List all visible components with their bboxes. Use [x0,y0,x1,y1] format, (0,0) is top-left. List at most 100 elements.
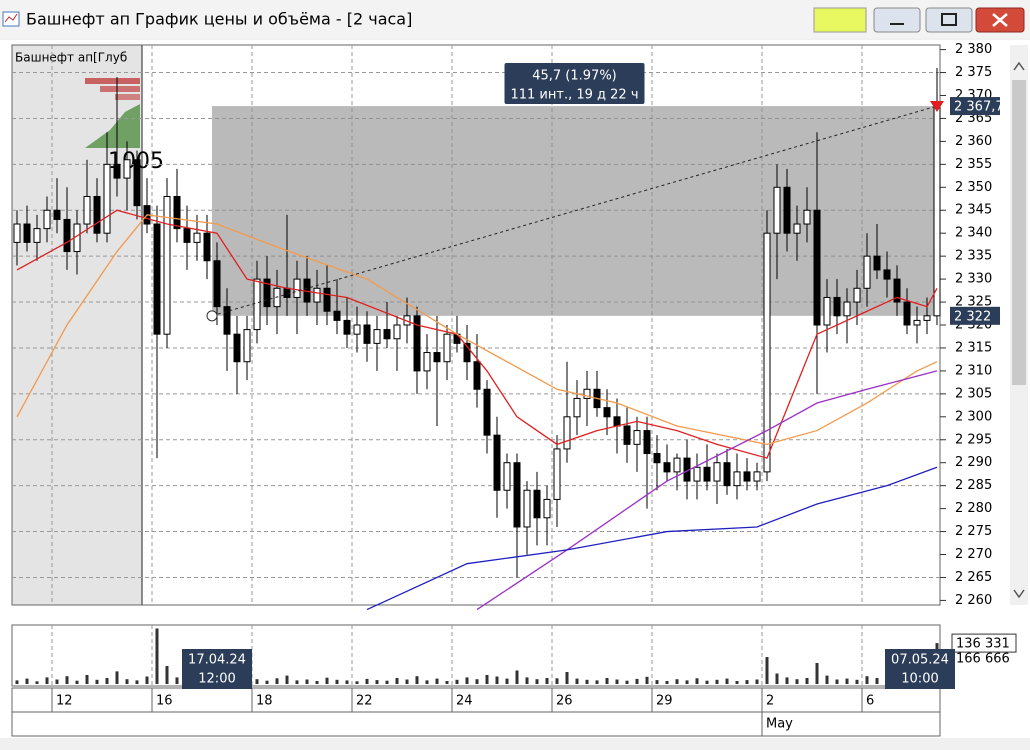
volume-bar [295,680,299,684]
volume-bar [555,678,559,684]
volume-bar [765,657,769,684]
price-tag-label: 2 322 [954,309,991,324]
candle-body [313,287,321,303]
volume-bar [35,681,39,684]
volume-bar [125,679,129,684]
y-tick-label: 2 335 [955,249,992,264]
volume-bar [755,679,759,684]
depth-bid [85,104,140,148]
instrument-label: Башнефт ап[Глуб [15,51,127,65]
v-scroll-thumb[interactable] [1012,80,1026,385]
y-tick-label: 2 265 [955,570,992,585]
candle-body [933,105,941,317]
candle-body [843,301,851,317]
minimize-button[interactable] [873,7,921,33]
volume-bar [375,680,379,684]
h-scrollbar[interactable] [0,738,1030,750]
app-icon-line [4,13,18,23]
volume-bar [565,672,569,684]
volume-bar [95,679,99,684]
candle-body [193,232,201,243]
candle-body [863,255,871,289]
candle-body [173,195,181,230]
volume-bar [535,679,539,684]
x-tick-label: 16 [156,694,173,709]
volume-bar [495,676,499,684]
y-tick-label: 2 375 [955,65,992,80]
depth-bar [85,78,140,84]
candle-body [783,186,791,234]
volume-bar [385,680,389,684]
candle-body [233,333,241,363]
volume-bar [875,678,879,684]
measure-label-box [504,63,645,104]
volume-bar [25,678,29,684]
y-tick-label: 2 295 [955,432,992,447]
candle-body [533,489,541,519]
volume-bar [175,677,179,684]
y-tick-label: 2 360 [955,134,992,149]
volume-bar [55,679,59,684]
volume-bar [595,680,599,684]
candle-body [923,315,931,321]
candle-body [513,462,521,528]
volume-bar [675,679,679,684]
volume-bar [625,680,629,684]
volume-bar [855,679,859,684]
candle-body [423,352,431,372]
volume-bar [65,676,69,684]
volume-bar [255,679,259,684]
volume-bar [525,677,529,684]
candle-body [573,397,581,418]
candle-body [283,287,291,298]
volume-bar [665,681,669,684]
candle-body [913,319,921,326]
volume-bar [585,679,589,684]
candle-body [723,462,731,487]
x-tick-label: 22 [356,694,373,709]
candle-body [613,416,621,427]
candle-body [903,301,911,326]
candle-body [673,457,681,473]
volume-bar [805,678,809,684]
x-tick-label: 26 [556,694,573,709]
volume-bar [445,681,449,684]
candle-body [773,186,781,234]
volume-bar [435,678,439,684]
y-tick-label: 2 345 [955,203,992,218]
y-tick-label: 2 285 [955,478,992,493]
y-tick-label: 2 325 [955,295,992,310]
volume-bar [275,678,279,684]
x-tick-label: 2 [766,694,774,709]
candle-body [733,471,741,487]
volume-bar [285,675,289,684]
candle-body [523,489,531,528]
candle-body [343,319,351,335]
candle-body [33,228,41,243]
volume-bar [335,679,339,684]
x-tick-label: 6 [866,694,874,709]
volume-bar [635,678,639,684]
link-button[interactable] [813,7,867,33]
y-tick-label: 2 275 [955,524,992,539]
measure-sublabel: 111 инт., 19 д 22 ч [510,88,638,103]
volume-bar [455,679,459,684]
candle-body [833,296,841,317]
candle-body [853,287,861,303]
y-tick-label: 2 280 [955,501,992,516]
candle-body [563,416,571,450]
candle-body [163,195,171,335]
candle-body [333,310,341,321]
candle-body [383,329,391,340]
candle-body [543,498,551,519]
volume-bar [745,680,749,684]
volume-bar [315,681,319,684]
maximize-glyph [941,13,957,26]
volume-bar [775,673,779,684]
scroll-arrows [1013,61,1025,599]
candle-body [183,228,191,243]
maximize-button[interactable] [925,7,973,33]
volume-bar [265,680,269,684]
candle-body [393,324,401,340]
candle-body [483,388,491,436]
